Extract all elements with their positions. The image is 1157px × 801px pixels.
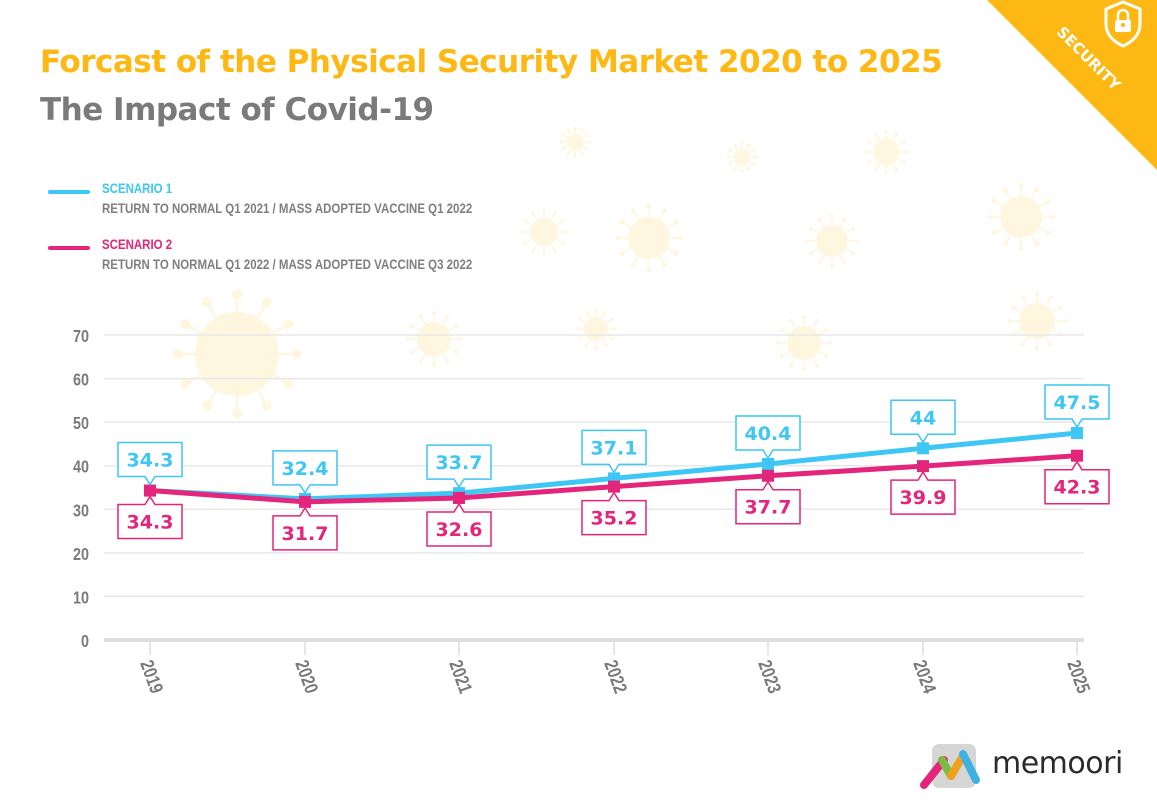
data-label-text: 39.9 xyxy=(900,487,947,509)
legend-name: SCENARIO 1 xyxy=(102,180,173,196)
data-label-scenario-2: 39.9 xyxy=(890,470,956,515)
y-tick-label: 60 xyxy=(73,370,89,390)
data-label-text: 42.3 xyxy=(1054,477,1101,499)
data-label-text: 47.5 xyxy=(1054,392,1101,414)
y-tick-label: 10 xyxy=(73,588,89,608)
security-corner-badge: SECURITY xyxy=(987,0,1157,170)
data-point-marker xyxy=(762,457,774,470)
data-label-text: 31.7 xyxy=(282,523,329,545)
corner-ribbon xyxy=(987,0,1157,170)
data-label-scenario-2: 32.6 xyxy=(426,502,492,547)
data-label-scenario-1: 34.3 xyxy=(117,441,183,486)
legend-description: RETURN TO NORMAL Q1 2021 / MASS ADOPTED … xyxy=(102,200,473,216)
data-label-text: 35.2 xyxy=(591,508,638,530)
data-label-scenario-2: 42.3 xyxy=(1044,460,1110,505)
data-label-box xyxy=(426,444,492,489)
data-label-box xyxy=(1044,384,1110,429)
y-tick-label: 50 xyxy=(73,414,89,434)
x-tick-label: 2024 xyxy=(909,657,941,697)
virus-icon xyxy=(559,126,591,158)
data-label-scenario-1: 47.5 xyxy=(1044,384,1110,429)
virus-icon xyxy=(615,204,683,272)
data-label-box xyxy=(117,495,183,540)
data-label-box xyxy=(117,441,183,486)
x-tick-label: 2021 xyxy=(445,657,477,697)
data-label-box xyxy=(581,491,647,536)
data-label-scenario-1: 44 xyxy=(890,399,956,444)
y-tick-label: 40 xyxy=(73,457,89,477)
memoori-logo: memoori xyxy=(918,742,1138,792)
data-label-scenario-1: 37.1 xyxy=(581,429,647,474)
data-label-text: 34.3 xyxy=(127,512,174,534)
data-label-text: 32.4 xyxy=(282,458,329,480)
x-tick-label: 2019 xyxy=(136,657,168,696)
x-tick-label: 2023 xyxy=(754,657,786,696)
virus-icon xyxy=(863,129,909,175)
legend-swatch-scenario-2 xyxy=(48,246,90,250)
data-label-scenario-1: 40.4 xyxy=(735,415,801,460)
memoori-logo-text: memoori xyxy=(992,746,1123,781)
data-label-text: 33.7 xyxy=(436,452,483,474)
data-point-marker xyxy=(299,495,311,508)
line-chart: 0 10 20 30 40 50 60 70 2019 2020 2021 2022 2023 2024 2… xyxy=(73,327,1110,697)
data-label-text: 40.4 xyxy=(745,423,792,445)
y-tick-label: 30 xyxy=(73,501,89,521)
x-tick-label: 2022 xyxy=(600,657,632,696)
y-tick-label: 70 xyxy=(73,327,89,347)
y-tick-label: 20 xyxy=(73,544,89,564)
virus-icon xyxy=(726,141,758,173)
virus-icon xyxy=(987,183,1055,251)
virus-icon xyxy=(520,208,568,256)
virus-icon xyxy=(805,214,859,268)
legend-swatch-scenario-1 xyxy=(48,190,90,194)
data-label-scenario-2: 34.3 xyxy=(117,495,183,540)
data-label-box xyxy=(426,502,492,547)
data-point-marker xyxy=(762,469,774,482)
data-point-marker xyxy=(1071,449,1083,462)
legend-name: SCENARIO 2 xyxy=(102,236,173,252)
data-label-scenario-2: 31.7 xyxy=(272,506,338,551)
chart-title: Forcast of the Physical Security Market … xyxy=(40,44,943,80)
data-point-marker xyxy=(608,480,620,493)
x-tick-label: 2025 xyxy=(1063,657,1095,697)
data-label-scenario-2: 37.7 xyxy=(735,480,801,525)
data-label-scenario-1: 33.7 xyxy=(426,444,492,489)
virus-icon xyxy=(172,289,302,419)
data-label-box xyxy=(272,506,338,551)
data-point-marker xyxy=(1071,427,1083,440)
chart-subtitle: The Impact of Covid-19 xyxy=(40,92,434,128)
legend-description: RETURN TO NORMAL Q1 2022 / MASS ADOPTED … xyxy=(102,256,473,272)
virus-icon xyxy=(406,311,462,367)
data-point-marker xyxy=(917,460,929,473)
data-label-text: 44 xyxy=(910,407,936,429)
data-label-box xyxy=(272,450,338,495)
data-label-scenario-1: 32.4 xyxy=(272,450,338,495)
data-label-box xyxy=(581,429,647,474)
data-label-box xyxy=(1044,460,1110,505)
data-point-marker xyxy=(144,484,156,497)
data-point-marker xyxy=(453,491,465,504)
data-label-box xyxy=(735,415,801,460)
data-label-scenario-2: 35.2 xyxy=(581,491,647,536)
data-label-text: 37.1 xyxy=(591,437,638,459)
data-label-text: 32.6 xyxy=(436,519,483,541)
data-label-box xyxy=(890,470,956,515)
data-label-text: 37.7 xyxy=(745,497,792,519)
x-tick-label: 2020 xyxy=(291,657,323,696)
shield-lock-icon xyxy=(1104,0,1142,48)
data-label-box xyxy=(735,480,801,525)
virus-icon xyxy=(1007,291,1067,351)
data-label-text: 34.3 xyxy=(127,450,174,472)
data-point-marker xyxy=(917,442,929,455)
y-tick-label: 0 xyxy=(81,632,89,652)
memoori-logo-icon xyxy=(920,744,980,789)
data-label-box xyxy=(890,399,956,444)
